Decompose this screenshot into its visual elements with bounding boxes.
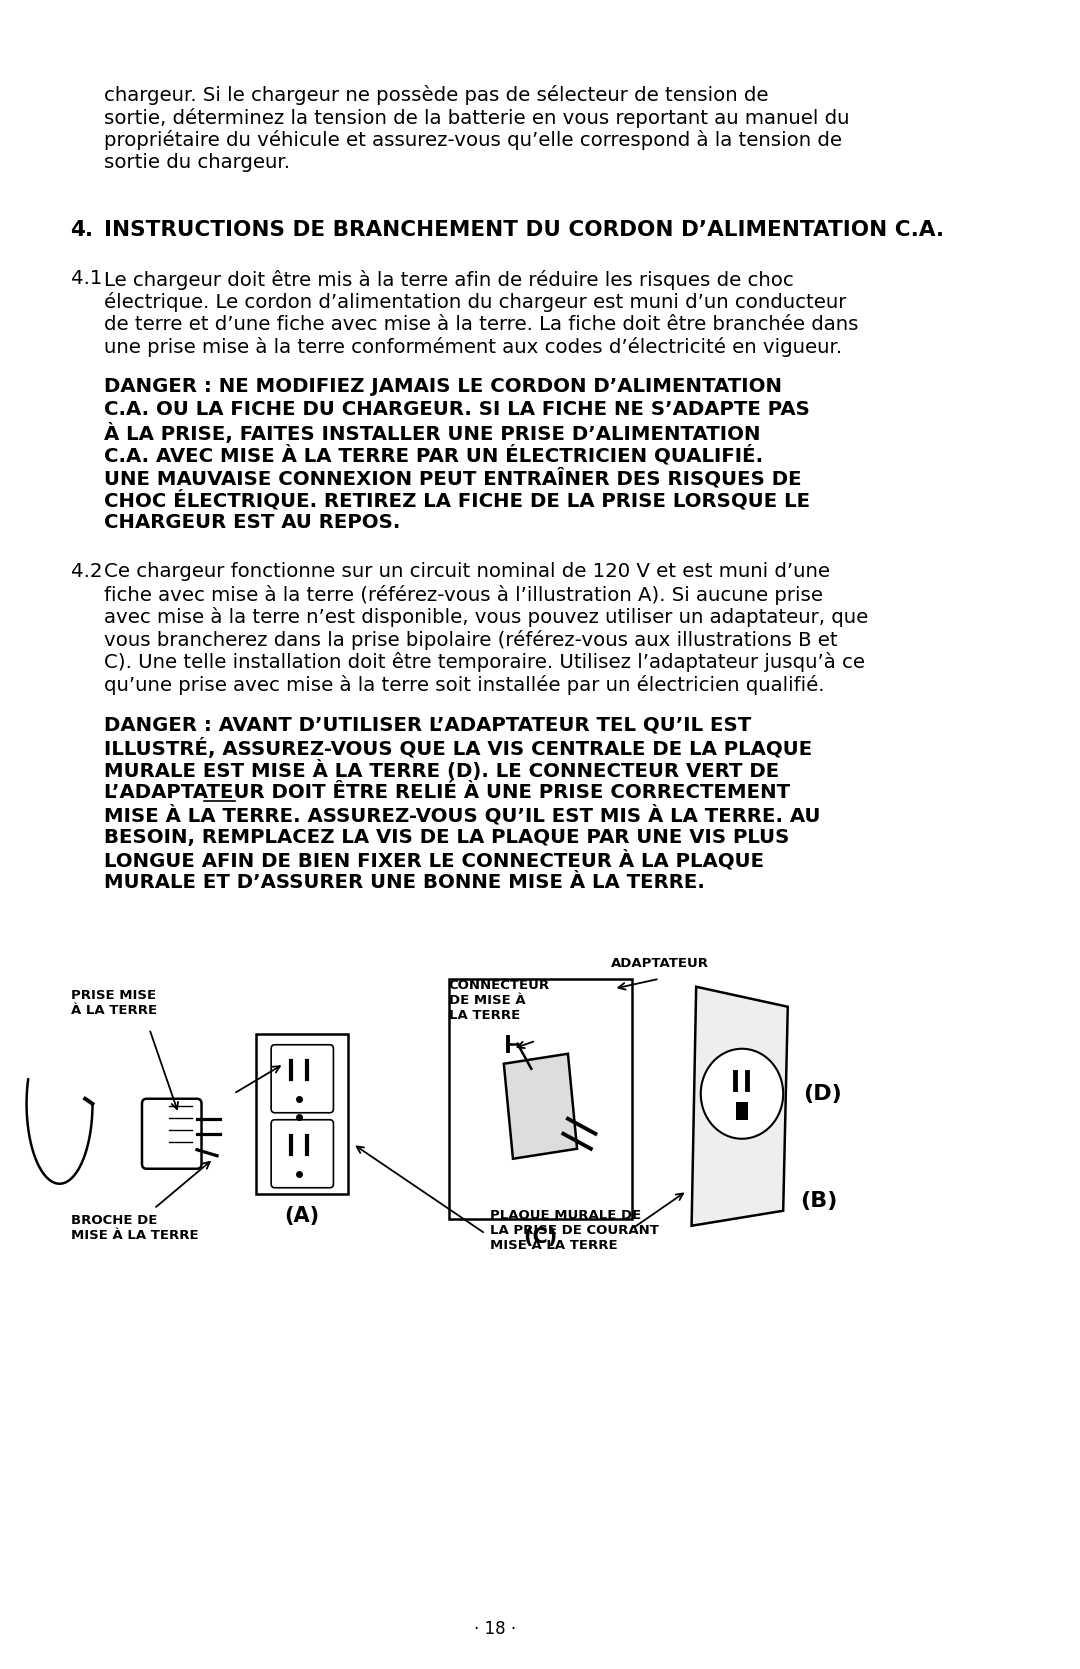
- Text: PLAQUE MURALE DE
LA PRISE DE COURANT
MISE À LA TERRE: PLAQUE MURALE DE LA PRISE DE COURANT MIS…: [490, 1208, 659, 1252]
- Text: sortie, déterminez la tension de la batterie en vous reportant au manuel du: sortie, déterminez la tension de la batt…: [104, 107, 849, 127]
- Text: électrique. Le cordon d’alimentation du chargeur est muni d’un conducteur: électrique. Le cordon d’alimentation du …: [104, 292, 846, 312]
- Text: chargeur. Si le chargeur ne possède pas de sélecteur de tension de: chargeur. Si le chargeur ne possède pas …: [104, 85, 768, 105]
- Text: (B): (B): [799, 1190, 837, 1210]
- Text: UNE MAUVAISE CONNEXION PEUT ENTRAÎNER DES RISQUES DE: UNE MAUVAISE CONNEXION PEUT ENTRAÎNER DE…: [104, 467, 801, 487]
- Text: INSTRUCTIONS DE BRANCHEMENT DU CORDON D’ALIMENTATION C.A.: INSTRUCTIONS DE BRANCHEMENT DU CORDON D’…: [104, 220, 944, 240]
- Text: avec mise à la terre n’est disponible, vous pouvez utiliser un adaptateur, que: avec mise à la terre n’est disponible, v…: [104, 608, 867, 628]
- Text: fiche avec mise à la terre (référez-vous à l’illustration A). Si aucune prise: fiche avec mise à la terre (référez-vous…: [104, 584, 823, 604]
- Text: BROCHE DE
MISE À LA TERRE: BROCHE DE MISE À LA TERRE: [71, 1213, 199, 1242]
- Text: CHARGEUR EST AU REPOS.: CHARGEUR EST AU REPOS.: [104, 512, 400, 531]
- Text: À LA PRISE, FAITES INSTALLER UNE PRISE D’ALIMENTATION: À LA PRISE, FAITES INSTALLER UNE PRISE D…: [104, 422, 760, 444]
- Text: MURALE ET D’ASSURER UNE BONNE MISE À LA TERRE.: MURALE ET D’ASSURER UNE BONNE MISE À LA …: [104, 873, 704, 891]
- Text: qu’une prise avec mise à la terre soit installée par un électricien qualifié.: qu’une prise avec mise à la terre soit i…: [104, 674, 824, 694]
- Text: de terre et d’une fiche avec mise à la terre. La fiche doit être branchée dans: de terre et d’une fiche avec mise à la t…: [104, 314, 858, 334]
- Text: LONGUE AFIN DE BIEN FIXER LE CONNECTEUR À LA PLAQUE: LONGUE AFIN DE BIEN FIXER LE CONNECTEUR …: [104, 850, 764, 871]
- Text: 4.: 4.: [70, 220, 94, 240]
- Text: PRISE MISE
À LA TERRE: PRISE MISE À LA TERRE: [71, 988, 158, 1016]
- Bar: [449, 978, 632, 1218]
- Text: Ce chargeur fonctionne sur un circuit nominal de 120 V et est muni d’une: Ce chargeur fonctionne sur un circuit no…: [104, 562, 829, 581]
- Text: ILLUSTRÉ, ASSUREZ-VOUS QUE LA VIS CENTRALE DE LA PLAQUE: ILLUSTRÉ, ASSUREZ-VOUS QUE LA VIS CENTRA…: [104, 738, 812, 758]
- Text: (D): (D): [804, 1083, 842, 1103]
- Text: MISE À LA TERRE. ASSUREZ-VOUS QU’IL EST MIS À LA TERRE. AU: MISE À LA TERRE. ASSUREZ-VOUS QU’IL EST …: [104, 804, 820, 826]
- FancyBboxPatch shape: [271, 1045, 334, 1113]
- Text: sortie du chargeur.: sortie du chargeur.: [104, 152, 289, 172]
- Text: MURALE EST MISE À LA TERRE (D). LE CONNECTEUR VERT DE: MURALE EST MISE À LA TERRE (D). LE CONNE…: [104, 759, 779, 781]
- Bar: [256, 1033, 348, 1193]
- Text: ADAPTATEUR: ADAPTATEUR: [610, 956, 708, 970]
- Text: (C): (C): [524, 1227, 557, 1247]
- Text: une prise mise à la terre conformément aux codes d’électricité en vigueur.: une prise mise à la terre conformément a…: [104, 337, 841, 357]
- Polygon shape: [503, 1053, 577, 1158]
- Text: propriétaire du véhicule et assurez-vous qu’elle correspond à la tension de: propriétaire du véhicule et assurez-vous…: [104, 130, 841, 150]
- Text: (A): (A): [285, 1205, 320, 1225]
- Polygon shape: [691, 986, 787, 1225]
- Text: · 18 ·: · 18 ·: [474, 1621, 516, 1637]
- Text: C.A. AVEC MISE À LA TERRE PAR UN ÉLECTRICIEN QUALIFIÉ.: C.A. AVEC MISE À LA TERRE PAR UN ÉLECTRI…: [104, 446, 762, 466]
- Text: C). Une telle installation doit être temporaire. Utilisez l’adaptateur jusqu’à c: C). Une telle installation doit être tem…: [104, 653, 864, 673]
- Text: C.A. OU LA FICHE DU CHARGEUR. SI LA FICHE NE S’ADAPTE PAS: C.A. OU LA FICHE DU CHARGEUR. SI LA FICH…: [104, 401, 809, 419]
- Text: DANGER : AVANT D’UTILISER L’ADAPTATEUR TEL QU’IL EST: DANGER : AVANT D’UTILISER L’ADAPTATEUR T…: [104, 714, 751, 734]
- Text: BESOIN, REMPLACEZ LA VIS DE LA PLAQUE PAR UNE VIS PLUS: BESOIN, REMPLACEZ LA VIS DE LA PLAQUE PA…: [104, 828, 788, 846]
- Text: 4.1: 4.1: [70, 269, 102, 289]
- Text: Le chargeur doit être mis à la terre afin de réduire les risques de choc: Le chargeur doit être mis à la terre afi…: [104, 269, 794, 289]
- Text: CONNECTEUR
DE MISE À
LA TERRE: CONNECTEUR DE MISE À LA TERRE: [449, 978, 550, 1021]
- FancyBboxPatch shape: [271, 1120, 334, 1188]
- Bar: [735, 1102, 748, 1120]
- Text: CHOC ÉLECTRIQUE. RETIREZ LA FICHE DE LA PRISE LORSQUE LE: CHOC ÉLECTRIQUE. RETIREZ LA FICHE DE LA …: [104, 491, 810, 511]
- Text: L’ADAPTATEUR DOIT ÊTRE RELIÉ À UNE PRISE CORRECTEMENT: L’ADAPTATEUR DOIT ÊTRE RELIÉ À UNE PRISE…: [104, 783, 789, 801]
- Circle shape: [701, 1048, 783, 1138]
- Text: vous brancherez dans la prise bipolaire (référez-vous aux illustrations B et: vous brancherez dans la prise bipolaire …: [104, 629, 837, 649]
- Text: DANGER : NE MODIFIEZ JAMAIS LE CORDON D’ALIMENTATION: DANGER : NE MODIFIEZ JAMAIS LE CORDON D’…: [104, 377, 782, 397]
- Text: 4.2: 4.2: [70, 562, 102, 581]
